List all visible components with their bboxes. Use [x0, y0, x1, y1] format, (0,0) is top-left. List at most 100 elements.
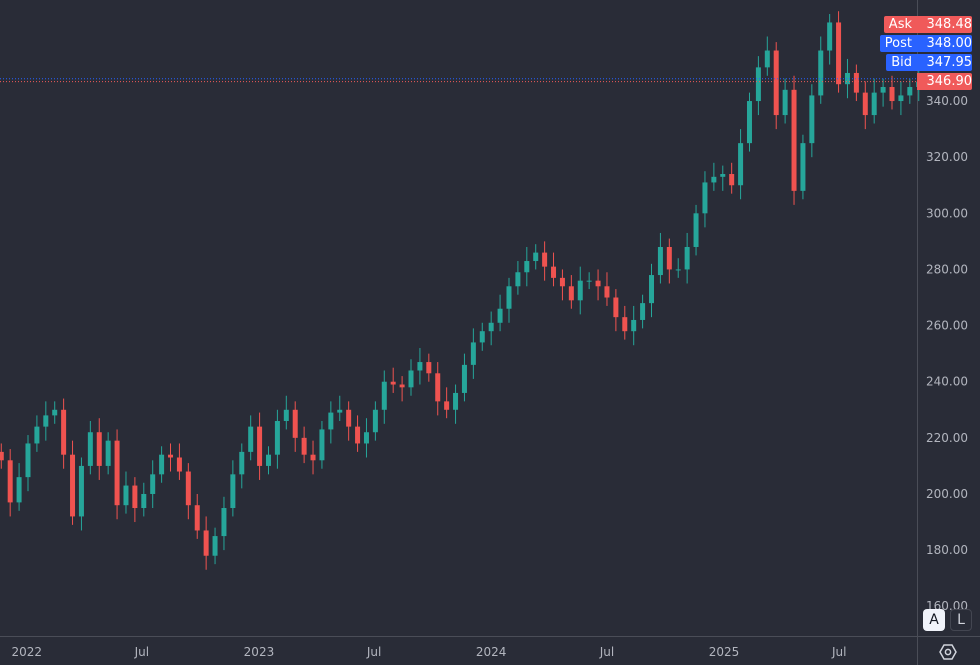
candle-body — [533, 252, 539, 262]
candle — [230, 460, 236, 517]
candle-body — [720, 174, 726, 177]
candle — [818, 36, 824, 104]
candle-body — [408, 370, 414, 388]
candle-body — [836, 22, 842, 85]
candle-body — [809, 95, 815, 144]
candle-body — [746, 101, 752, 144]
candle-body — [176, 457, 182, 472]
x-tick-label: 2023 — [244, 645, 275, 659]
candle-body — [203, 530, 209, 556]
candle — [132, 477, 138, 523]
candle — [702, 171, 708, 228]
candle — [105, 432, 111, 475]
candle-body — [426, 362, 432, 374]
auto-scale-button[interactable]: A — [923, 609, 945, 631]
candle-body — [150, 474, 156, 494]
candle — [61, 398, 67, 469]
candle — [586, 272, 592, 290]
candle — [372, 401, 378, 441]
candle-body — [551, 266, 557, 278]
candle — [729, 162, 735, 194]
last-price-tag: 346.90 — [0, 73, 980, 90]
candle — [577, 266, 583, 315]
candle — [898, 81, 904, 116]
candle — [301, 426, 307, 464]
ask-label: Ask — [883, 16, 917, 33]
candle-body — [657, 246, 663, 276]
candle — [871, 78, 877, 124]
candle — [524, 246, 530, 287]
candle-body — [61, 409, 67, 455]
candle-body — [274, 421, 280, 455]
candle-body — [16, 477, 22, 503]
candle-body — [898, 95, 904, 102]
post-value: 348.00 — [917, 35, 972, 52]
candle-body — [114, 440, 120, 506]
candle-body — [586, 280, 592, 282]
candle-body — [399, 384, 405, 388]
candle — [346, 401, 352, 441]
candle-body — [0, 451, 4, 461]
candle — [363, 418, 369, 458]
candle-body — [381, 381, 387, 410]
candle-body — [96, 432, 102, 466]
log-scale-button[interactable]: L — [950, 609, 972, 631]
candle — [265, 446, 271, 475]
candle — [337, 395, 343, 422]
candle — [649, 263, 655, 318]
candle — [889, 75, 895, 110]
candle — [533, 244, 539, 270]
candle-body — [568, 286, 574, 301]
candle — [194, 493, 200, 539]
candle-body — [577, 280, 583, 301]
candle — [78, 457, 84, 531]
candle — [675, 258, 681, 278]
candle-body — [729, 174, 735, 186]
y-tick-label: 220.00 — [926, 431, 968, 445]
y-tick-label: 300.00 — [926, 206, 968, 220]
candle — [711, 162, 717, 191]
candle — [515, 261, 521, 295]
candle — [43, 401, 49, 441]
candle-body — [337, 409, 343, 413]
candle-body — [212, 536, 218, 556]
candle — [782, 78, 788, 124]
candle-body — [702, 182, 708, 214]
candle — [809, 84, 815, 158]
candle-body — [479, 331, 485, 343]
candle-body — [444, 401, 450, 410]
candle — [426, 353, 432, 382]
candle — [862, 81, 868, 130]
candle-body — [755, 67, 761, 102]
candle — [248, 415, 254, 461]
candle — [257, 412, 263, 480]
candle — [381, 370, 387, 424]
y-tick-label: 240.00 — [926, 375, 968, 389]
candle — [559, 269, 565, 301]
candle — [96, 418, 102, 480]
candle — [150, 460, 156, 509]
candle-body — [782, 89, 788, 116]
candle-body — [497, 308, 503, 323]
candle — [497, 294, 503, 332]
y-tick-label: 280.00 — [926, 262, 968, 276]
x-tick-label: Jul — [599, 645, 614, 659]
candle-body — [221, 508, 227, 537]
candle — [836, 11, 842, 93]
bid-value: 347.95 — [917, 54, 972, 71]
candle — [453, 384, 459, 424]
hexagon-gear-icon[interactable] — [938, 642, 958, 662]
candle-body — [185, 471, 191, 506]
candle — [274, 409, 280, 469]
ask-tag: Ask 348.48 — [0, 16, 980, 33]
candle-body — [871, 92, 877, 116]
candle-body — [159, 454, 165, 475]
candle-body — [684, 246, 690, 270]
candle-body — [880, 87, 886, 93]
candle-body — [168, 454, 174, 458]
bid-tag: Bid 347.95 — [0, 54, 980, 71]
candle — [114, 429, 120, 520]
bid-label: Bid — [886, 54, 917, 71]
candle — [212, 527, 218, 565]
